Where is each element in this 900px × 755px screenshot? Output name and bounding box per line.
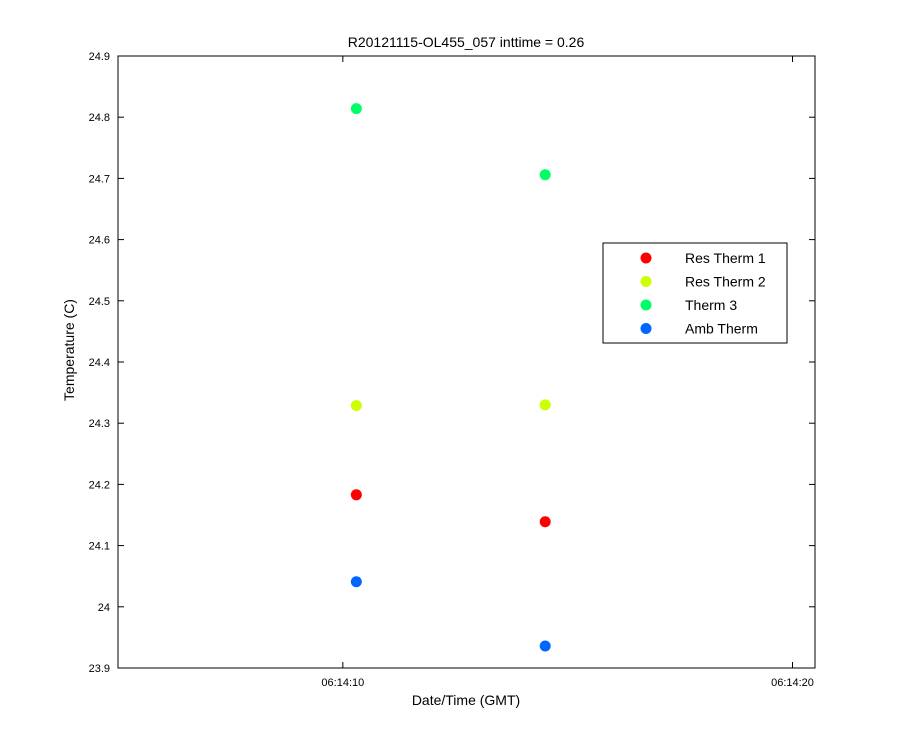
y-axis-label: Temperature (C): [61, 299, 77, 401]
axis-ticks: 23.9 24 24.1 24.2 24.3 24.4 24.5 24.6 24.7 24.8 24…: [89, 51, 815, 689]
legend-entry-label: Res Therm 2: [685, 274, 766, 290]
data-point-res-therm-1: [350, 489, 362, 501]
y-tick-label: 24.2: [89, 479, 110, 491]
legend-marker: [640, 252, 652, 264]
chart-title: R20121115-OL455_057 inttime = 0.26: [348, 34, 585, 50]
y-tick-label: 23.9: [89, 663, 110, 675]
y-tick-label: 24.1: [89, 541, 110, 553]
data-point-res-therm-2: [350, 399, 362, 411]
legend-marker: [640, 299, 652, 311]
legend-box: [602, 242, 788, 344]
x-tick-label: 06:14:20: [771, 677, 814, 689]
x-axis-label: Date/Time (GMT): [412, 692, 520, 708]
legend-entry-label: Res Therm 1: [685, 250, 766, 266]
data-point-res-therm-1: [539, 516, 551, 528]
y-tick-label: 24.9: [89, 51, 110, 63]
x-tick-label: 06:14:10: [321, 677, 364, 689]
y-tick-label: 24.7: [89, 173, 110, 185]
data-point-therm-3: [350, 103, 362, 115]
legend-marker: [640, 276, 652, 287]
y-tick-label: 24.3: [89, 418, 110, 430]
y-tick-label: 24.4: [89, 357, 110, 369]
data-points: [350, 103, 551, 652]
y-tick-label: 24.6: [89, 235, 110, 247]
data-point-amb-therm: [539, 640, 551, 652]
plot-area: [117, 55, 816, 669]
plot-frame: [117, 55, 816, 669]
legend-entry-label: Amb Therm: [685, 321, 758, 337]
y-tick-label: 24.8: [89, 112, 110, 124]
data-point-amb-therm: [350, 576, 362, 588]
data-point-therm-3: [539, 169, 551, 181]
y-tick-label: 24.5: [89, 296, 110, 308]
y-tick-label: 24: [98, 602, 110, 614]
legend: Res Therm 1 Res Therm 2 Therm 3 Amb Therm: [602, 242, 788, 344]
legend-entry-label: Therm 3: [685, 297, 737, 313]
legend-marker: [640, 323, 652, 334]
data-point-res-therm-2: [539, 399, 551, 411]
